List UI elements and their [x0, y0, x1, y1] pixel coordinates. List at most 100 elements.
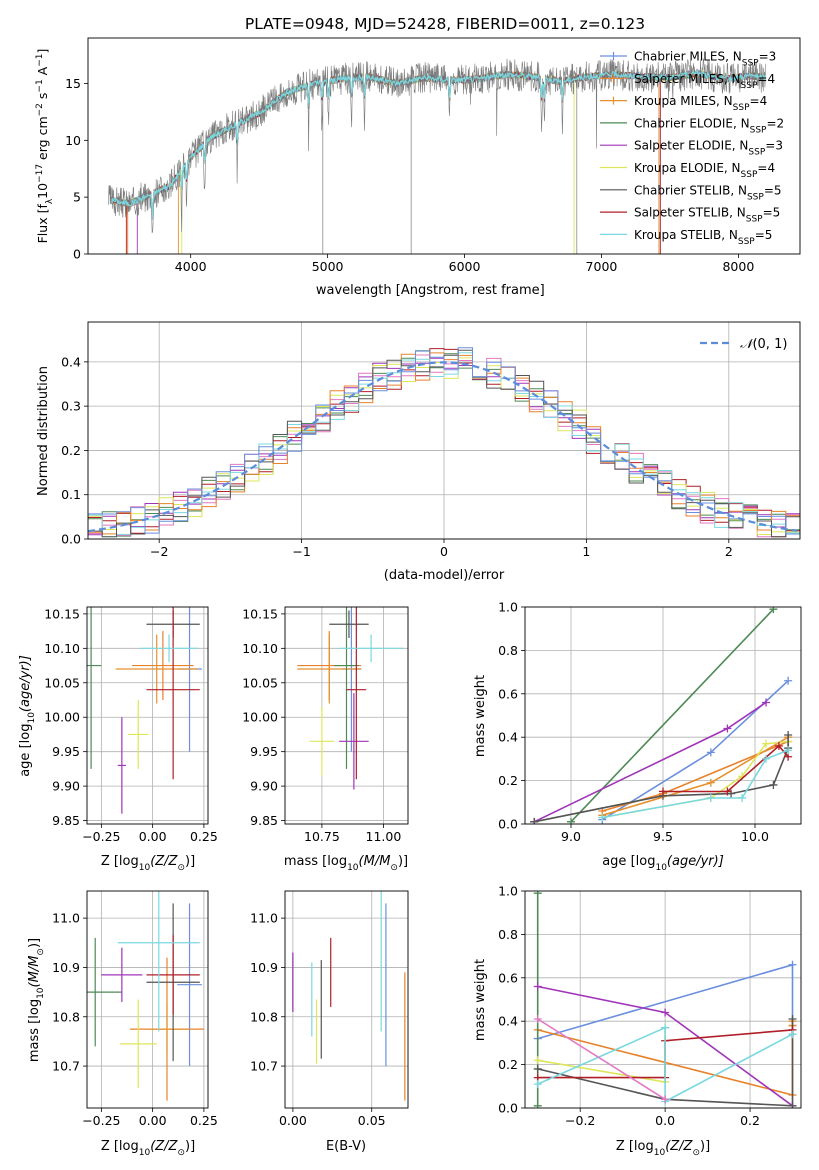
- legend-label-part: =4: [757, 72, 775, 86]
- y-tick-label: 10.10: [242, 641, 278, 656]
- legend-label: 𝒩(0, 1): [740, 337, 787, 352]
- mw-age-xlabel-part: (age/yr)]: [667, 854, 724, 869]
- age-Z-xlabel: Z [log10(Z/Z⊙)]: [101, 854, 195, 873]
- y-tick-label: 9.90: [250, 779, 278, 794]
- axes-mass-vs-Z: −0.25 0.00 0.25 10.7 10.8 10.9 11.0: [52, 890, 218, 1128]
- plot-area: [533, 891, 797, 1108]
- mass-weight-line: [663, 744, 789, 793]
- mass-weight-marker: [788, 1030, 797, 1039]
- mass-weight-line: [537, 1019, 794, 1107]
- x-tick-label: 0.2: [740, 1113, 760, 1128]
- y-tick-label: 0.2: [61, 443, 81, 458]
- legend-label-part: SSP: [750, 125, 767, 135]
- legend-label-part: Chabrier STELIB, N: [634, 183, 747, 197]
- y-tick-label: 0.3: [61, 399, 81, 414]
- x-tick-label: 2: [725, 544, 733, 559]
- legend-label: Salpeter STELIB, NSSP=5: [634, 206, 780, 225]
- mass-weight-marker: [788, 1015, 797, 1024]
- spectrum-ylabel-part: erg cm: [35, 116, 50, 164]
- legend-label-part: =4: [757, 161, 775, 175]
- mass-weight-marker: [784, 746, 793, 755]
- mass-weight-marker: [706, 748, 715, 757]
- spectrum-xlabel: wavelength [Angstrom, rest frame]: [316, 283, 545, 298]
- x-tick-label: 7000: [586, 259, 618, 274]
- x-tick-label: 8000: [722, 259, 754, 274]
- x-tick-label: 10.75: [304, 829, 340, 844]
- legend-label-part: SSP: [742, 59, 759, 69]
- x-tick-label: 0.00: [139, 829, 167, 844]
- legend-label: Chabrier MILES, NSSP=3: [634, 50, 776, 69]
- y-tick-label: 5: [73, 190, 81, 205]
- y-tick-label: 0.0: [498, 1101, 518, 1116]
- mass-Z-ylabel-part: mass [log: [27, 999, 42, 1062]
- mass-Z-xlabel-part: (Z/Z: [150, 1139, 178, 1154]
- plot-area: [292, 891, 406, 1101]
- x-tick-label: −2: [150, 544, 168, 559]
- mass-weight-marker: [533, 1064, 542, 1073]
- mass-weight-marker: [533, 1080, 542, 1089]
- mass-weight-marker: [533, 982, 542, 991]
- legend-label-part: SSP: [738, 237, 755, 247]
- legend-label-part: Salpeter MILES, N: [634, 72, 741, 86]
- y-tick-label: 1.0: [498, 884, 518, 899]
- mass-weight-marker: [769, 780, 778, 789]
- y-tick-label: 15: [65, 76, 81, 91]
- spectrum-ylabel-part: −1: [35, 79, 45, 92]
- mass-weight-marker: [788, 960, 797, 969]
- axes-spectrum: 4000 5000 6000 7000 8000 0 5 10 15 Chabrier MILES…: [65, 37, 801, 274]
- mass-weight-marker: [533, 1056, 542, 1065]
- plot-area: [87, 607, 202, 814]
- mw-Z-xlabel-part: Z [log: [616, 1139, 654, 1154]
- x-tick-label: 0.25: [190, 829, 218, 844]
- spectrum-ylabel-part: Flux [f: [35, 204, 50, 244]
- legend-label-part: =3: [765, 139, 783, 153]
- age-mass-xlabel: mass [log10(M/M⊙)]: [284, 854, 408, 873]
- y-tick-label: 10.00: [44, 710, 80, 725]
- age-Z-ylabel-part: (age/yr)]: [18, 655, 33, 712]
- x-tick-label: 10.0: [741, 829, 769, 844]
- mw-Z-xlabel-part: )]: [700, 1139, 710, 1154]
- axes-age-vs-mass: 10.75 11.00 9.85 9.90 9.95 10.00 10.05 10.10 10.…: [242, 606, 409, 844]
- mass-Z-ylabel-part: 10: [36, 987, 46, 999]
- legend-label: Chabrier ELODIE, NSSP=2: [634, 116, 784, 135]
- mass-weight-marker: [567, 817, 575, 824]
- plot-area: [530, 607, 793, 824]
- y-tick-label: 0.4: [498, 730, 518, 745]
- y-tick-label: 10.00: [242, 710, 278, 725]
- legend-label: Kroupa STELIB, NSSP=5: [634, 228, 772, 247]
- legend-label-part: =4: [750, 94, 768, 108]
- y-tick-label: 9.95: [52, 744, 80, 759]
- mass-weight-marker: [533, 1101, 542, 1108]
- legend-label-part: Salpeter ELODIE, N: [634, 139, 748, 153]
- legend-label: Chabrier STELIB, NSSP=5: [634, 183, 782, 202]
- mw-Z-xlabel-part: 10: [654, 1148, 666, 1158]
- legend-label-part: =5: [764, 183, 782, 197]
- axes-frame: [284, 890, 409, 1109]
- mass-weight-marker: [762, 698, 771, 707]
- legend-label-part: =5: [763, 206, 781, 220]
- legend-label-part: =2: [766, 116, 784, 130]
- y-tick-label: 9.85: [250, 813, 278, 828]
- age-mass-xlabel-part: 10: [347, 863, 359, 873]
- age-Z-ylabel: age [log10(age/yr)]: [18, 655, 37, 777]
- y-tick-label: 0.1: [61, 487, 81, 502]
- y-tick-label: 9.85: [52, 813, 80, 828]
- mass-weight-marker: [762, 754, 771, 763]
- age-Z-xlabel-part: Z [log: [101, 854, 139, 869]
- y-tick-label: 10.10: [44, 641, 80, 656]
- mw-age-ylabel: mass weight: [473, 675, 488, 757]
- plot-area: [88, 347, 800, 538]
- mass-Z-xlabel-part: )]: [185, 1139, 195, 1154]
- legend-label-part: Kroupa STELIB, N: [634, 228, 738, 242]
- mw-age-xlabel: age [log10(age/yr)]: [602, 854, 724, 873]
- mass-weight-marker: [530, 817, 539, 824]
- x-tick-label: 5000: [312, 259, 344, 274]
- y-tick-label: 10.9: [250, 960, 278, 975]
- mass-weight-line: [537, 1026, 793, 1103]
- observed-spectrum-line: [108, 58, 767, 234]
- histogram-step: [88, 352, 800, 538]
- figure-title: PLATE=0948, MJD=52428, FIBERID=0011, z=0…: [245, 15, 645, 33]
- mass-weight-line: [537, 1018, 666, 1100]
- axes-frame: [87, 37, 801, 255]
